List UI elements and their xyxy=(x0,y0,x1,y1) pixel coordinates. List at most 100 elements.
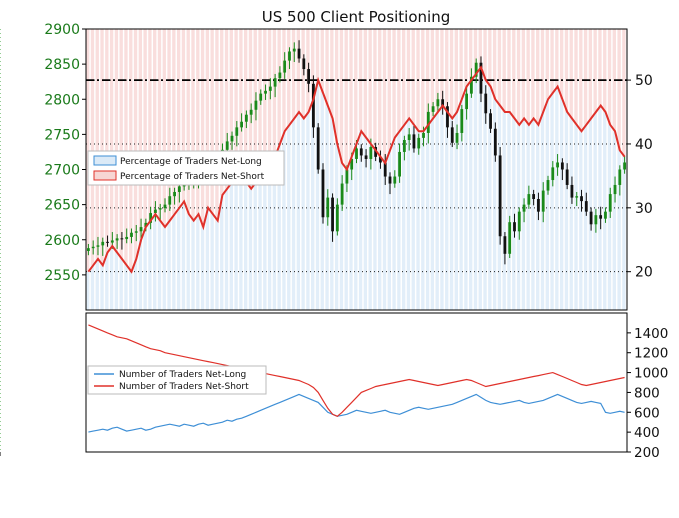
pct-short-bar xyxy=(502,29,506,113)
candle-body xyxy=(398,151,401,177)
candle-body xyxy=(91,246,95,249)
pct-long-bar xyxy=(464,86,468,311)
candle-body xyxy=(101,241,105,246)
pct-long-bar xyxy=(411,124,415,310)
candle-body xyxy=(594,215,598,225)
pct-short-bar xyxy=(449,29,454,119)
pct-long-bar xyxy=(531,118,535,310)
price-tick-label: 2800 xyxy=(44,92,80,108)
candle-body xyxy=(225,141,229,150)
count-tick-label: 400 xyxy=(634,425,660,441)
pct-long-bar xyxy=(435,112,439,310)
legend-net-short-swatch xyxy=(93,170,117,181)
pct-short-bar xyxy=(243,29,248,183)
pct-short-bar xyxy=(224,29,229,189)
pct-short-bar xyxy=(559,29,564,100)
price-tick-label: 2700 xyxy=(44,163,80,179)
pct-long-bar xyxy=(507,112,511,310)
pct-long-bar xyxy=(430,118,435,310)
candle-body xyxy=(86,248,90,251)
candle-body xyxy=(498,155,502,237)
chart-title: US 500 Client Positioning xyxy=(262,8,450,26)
pct-short-bar xyxy=(512,29,516,119)
candle-body xyxy=(149,213,153,223)
pct-short-bar xyxy=(129,29,133,272)
pct-long-bar xyxy=(521,118,526,310)
pct-short-bar xyxy=(133,29,138,259)
pct-short-bar xyxy=(483,29,487,81)
pct-long-bar xyxy=(124,265,128,310)
pct-short-bar xyxy=(373,29,377,151)
pct-long-bar xyxy=(243,182,248,310)
candle-body xyxy=(522,204,526,212)
candle-body xyxy=(508,222,512,254)
pct-short-bar xyxy=(564,29,569,113)
pct-long-bar xyxy=(358,131,363,310)
pct-long-bar xyxy=(224,188,229,310)
pct-short-bar xyxy=(579,29,583,132)
candle-body xyxy=(479,62,483,94)
pct-short-bar xyxy=(301,29,305,119)
pct-short-bar xyxy=(234,29,238,176)
pct-long-bar xyxy=(617,150,621,310)
pct-short-bar xyxy=(445,29,449,113)
pct-long-bar xyxy=(344,169,348,310)
pct-long-bar xyxy=(138,239,143,310)
count-tick-label: 1200 xyxy=(634,346,668,362)
pct-long-bar xyxy=(564,112,569,310)
pct-long-bar xyxy=(176,207,181,310)
candle-body xyxy=(230,135,234,142)
pct-short-bar xyxy=(555,29,559,87)
pct-short-bar xyxy=(603,29,607,113)
candle-body xyxy=(493,128,497,156)
pct-short-bar xyxy=(588,29,593,119)
candle-body xyxy=(302,58,306,70)
pct-short-bar xyxy=(320,29,324,93)
pct-long-bar xyxy=(95,258,99,310)
pct-long-bar xyxy=(598,105,602,311)
candle-body xyxy=(254,100,258,110)
pct-tick-label: 30 xyxy=(635,201,653,217)
candle-body xyxy=(565,169,569,185)
pct-short-bar xyxy=(440,29,444,106)
pct-short-bar xyxy=(411,29,415,125)
pct-short-bar xyxy=(387,29,391,151)
pct-long-bar xyxy=(205,207,210,310)
pct-long-bar xyxy=(569,118,573,310)
pct-long-bar xyxy=(167,220,171,310)
pct-long-bar xyxy=(483,80,487,310)
candle-body xyxy=(288,51,291,61)
candle-body xyxy=(268,86,272,91)
pct-short-bar xyxy=(210,29,214,215)
pct-short-bar xyxy=(287,29,291,125)
pct-long-bar xyxy=(119,258,123,310)
candle-body xyxy=(158,208,162,210)
candle-body xyxy=(106,241,109,243)
pct-long-bar xyxy=(263,169,267,310)
pct-short-bar xyxy=(378,29,382,157)
pct-long-bar xyxy=(440,105,444,311)
top-legend: Percentage of Traders Net-Long Percentag… xyxy=(87,150,285,186)
pct-long-bar xyxy=(253,182,257,310)
candle-body xyxy=(441,99,445,107)
pct-short-bar xyxy=(176,29,181,208)
candle-body xyxy=(177,186,181,192)
pct-long-bar xyxy=(186,214,190,310)
candle-body xyxy=(240,121,243,128)
pct-short-bar xyxy=(339,29,344,164)
candle-body xyxy=(307,69,311,84)
count-tick-label: 600 xyxy=(634,405,660,421)
pct-long-bar xyxy=(397,131,401,310)
candle-body xyxy=(383,162,387,177)
pct-short-bar xyxy=(186,29,190,215)
candle-body xyxy=(96,245,100,247)
pct-long-bar xyxy=(622,156,626,310)
candle-body xyxy=(134,231,138,233)
candle-body xyxy=(110,240,114,243)
pct-long-bar xyxy=(368,143,372,310)
candle-body xyxy=(335,204,339,232)
candle-body xyxy=(460,109,464,133)
pct-long-bar xyxy=(133,258,138,310)
pct-short-bar xyxy=(469,29,473,81)
